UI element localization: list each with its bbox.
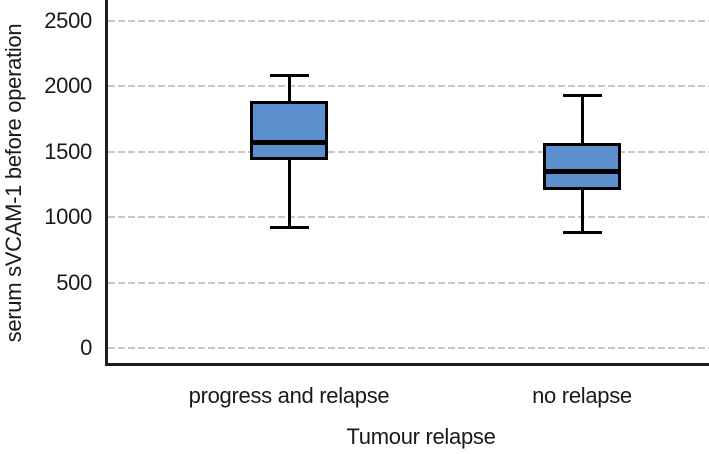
category-label: no relapse [532,383,632,408]
gridline [108,20,709,22]
y-axis-title: serum sVCAM-1 before operation [1,23,26,343]
y-tick-label: 1500 [44,138,92,164]
y-tick-label: 2500 [44,8,92,33]
gridline [108,216,709,219]
boxplot-box [250,100,328,160]
boxplot-whisker-cap-top [269,73,309,77]
y-tick-label: 0 [80,335,92,360]
gridline [108,150,709,153]
y-tick-label: 1000 [44,204,92,230]
boxplot-whisker-cap-top [562,94,602,98]
boxplot-box [543,142,621,190]
boxplot-median [250,140,328,146]
gridline [108,281,709,284]
y-tick-label: 500 [56,269,92,295]
category-label: progress and relapse [188,383,390,408]
y-axis-line [105,0,108,364]
y-tick-label: 2000 [44,73,92,99]
x-axis-line [105,363,709,366]
boxplot-whisker-cap-bottom [562,231,602,235]
boxplot-median [543,168,621,174]
gridline [108,85,709,88]
boxplot-whisker-cap-bottom [269,226,309,230]
gridline [108,347,709,349]
x-axis-title: Tumour relapse [346,424,496,449]
